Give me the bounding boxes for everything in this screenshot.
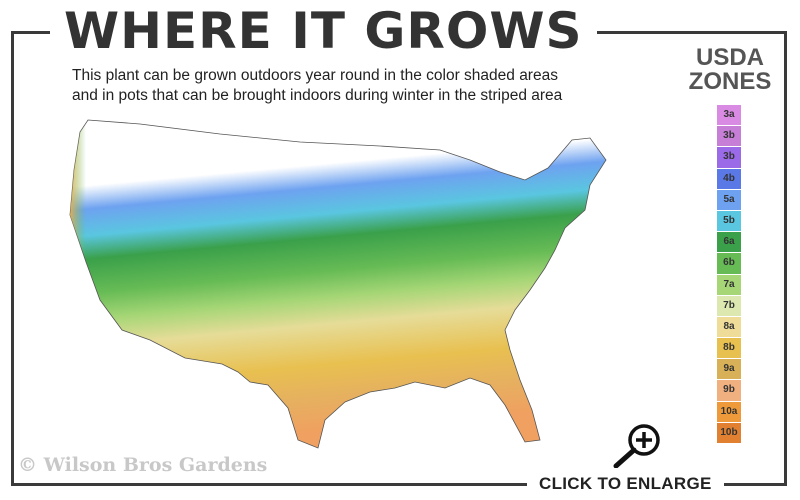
zone-swatch-6b: 6b bbox=[717, 253, 741, 274]
zone-swatch-7a: 7a bbox=[717, 274, 741, 295]
zone-swatch-7b: 7b bbox=[717, 295, 741, 316]
magnifier-plus-icon[interactable] bbox=[608, 420, 664, 468]
watermark: © Wilson Bros Gardens bbox=[18, 454, 268, 476]
zone-swatch-3a: 3a bbox=[717, 105, 741, 126]
usa-zone-map[interactable] bbox=[60, 110, 620, 455]
legend-title-usda: USDA bbox=[695, 44, 764, 71]
zone-swatch-5a: 5a bbox=[717, 189, 741, 210]
zone-swatch-3b: 3b bbox=[717, 147, 741, 168]
legend-title: USDA ZONES bbox=[680, 46, 780, 94]
zone-legend: 3a 3b 3b 4b 5a 5b 6a 6b 7a 7b 8a 8b 9a 9b 10a 10b bbox=[717, 105, 741, 444]
zone-swatch-9b: 9b bbox=[717, 380, 741, 401]
legend-title-zones: ZONES bbox=[688, 68, 772, 95]
zone-swatch-6a: 6a bbox=[717, 232, 741, 253]
zone-swatch-10a: 10a bbox=[717, 401, 741, 422]
west-coast-shading bbox=[70, 120, 150, 340]
zone-swatch-5b: 5b bbox=[717, 210, 741, 232]
subtitle-line-2: and in pots that can be brought indoors … bbox=[72, 87, 563, 104]
zone-swatch-10b: 10b bbox=[717, 422, 741, 443]
usa-outline bbox=[69, 119, 607, 449]
click-to-enlarge-button[interactable]: CLICK TO ENLARGE bbox=[527, 474, 724, 494]
zone-swatch-8a: 8a bbox=[717, 316, 741, 338]
zone-swatch-3b: 3b bbox=[717, 126, 741, 147]
subtitle: This plant can be grown outdoors year ro… bbox=[72, 66, 562, 106]
page-title: WHERE IT GROWS bbox=[50, 0, 597, 62]
zone-swatch-8b: 8b bbox=[717, 338, 741, 359]
zone-swatch-4b: 4b bbox=[717, 168, 741, 189]
subtitle-line-1: This plant can be grown outdoors year ro… bbox=[72, 67, 558, 84]
zone-swatch-9a: 9a bbox=[717, 359, 741, 380]
